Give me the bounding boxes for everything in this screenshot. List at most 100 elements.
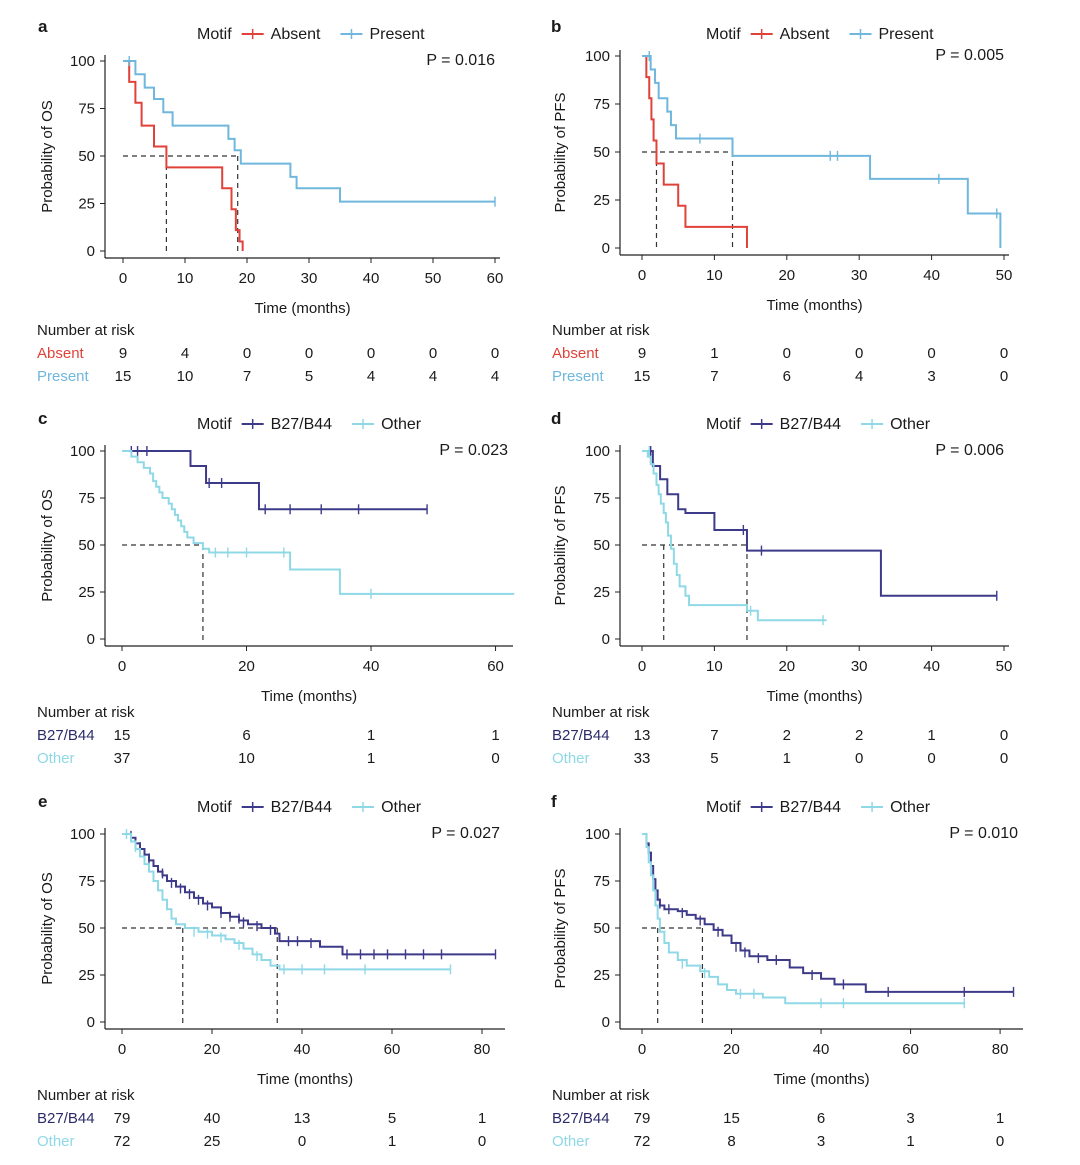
x-tick-label: 20 (778, 267, 795, 284)
km-curve (122, 833, 451, 971)
risk-count: 7 (710, 727, 718, 744)
legend-item-other: Other (381, 799, 422, 816)
risk-count: 79 (634, 1110, 651, 1127)
x-tick-label: 50 (996, 267, 1013, 284)
risk-count: 13 (634, 727, 651, 744)
risk-count: 7 (243, 368, 251, 385)
x-tick-label: 20 (778, 658, 795, 675)
km-curve (642, 833, 965, 1005)
x-tick-label: 50 (996, 658, 1013, 675)
series-other (122, 829, 452, 975)
series-b27-b44 (122, 446, 428, 515)
legend-item-other: Other (890, 799, 931, 816)
risk-count: 0 (478, 1133, 486, 1150)
risk-row-label: Other (552, 1133, 590, 1150)
risk-count: 0 (298, 1133, 306, 1150)
risk-count: 4 (429, 368, 437, 385)
y-tick-label: 75 (593, 873, 610, 890)
legend-item-other: Other (381, 416, 422, 433)
risk-count: 15 (114, 727, 131, 744)
risk-count: 1 (710, 345, 718, 362)
risk-count: 2 (783, 727, 791, 744)
y-axis-label: Probability of PFS (552, 485, 569, 605)
y-tick-label: 25 (78, 196, 95, 213)
risk-count: 5 (305, 368, 313, 385)
risk-count: 0 (491, 750, 499, 767)
x-tick-label: 60 (487, 270, 504, 287)
panel-letter: b (551, 17, 561, 36)
x-tick-label: 60 (384, 1041, 401, 1058)
risk-count: 79 (114, 1110, 131, 1127)
y-tick-label: 75 (78, 873, 95, 890)
legend: Motif B27/B44 Other (706, 416, 931, 433)
x-tick-label: 0 (118, 658, 126, 675)
y-tick-label: 50 (593, 920, 610, 937)
legend-title: Motif (706, 26, 741, 43)
risk-count: 0 (783, 345, 791, 362)
series-present (123, 56, 496, 207)
risk-count: 6 (242, 727, 250, 744)
x-tick-label: 30 (301, 270, 318, 287)
risk-table: Number at risk B27/B44 13 7 2 2 1 0 Other 33 5 1 0 0 0 (552, 704, 1008, 767)
risk-count: 0 (1000, 727, 1008, 744)
series-b27-b44 (642, 833, 1015, 997)
x-tick-label: 20 (204, 1041, 221, 1058)
y-tick-label: 25 (593, 584, 610, 601)
risk-table-title: Number at risk (37, 704, 135, 721)
risk-row-label: B27/B44 (37, 1110, 95, 1127)
series-present (642, 51, 1002, 248)
legend: Motif B27/B44 Other (706, 799, 931, 816)
x-tick-label: 30 (851, 658, 868, 675)
x-tick-label: 50 (425, 270, 442, 287)
series-b27-b44 (642, 446, 998, 601)
y-tick-label: 100 (70, 53, 95, 70)
legend-item-b27-b44: B27/B44 (780, 799, 841, 816)
x-axis-label: Time (months) (773, 1071, 869, 1088)
legend-item-b27-b44: B27/B44 (780, 416, 841, 433)
risk-count: 10 (238, 750, 255, 767)
risk-row-label: B27/B44 (37, 727, 95, 744)
y-tick-label: 25 (593, 967, 610, 984)
legend-item-other: Other (890, 416, 931, 433)
p-value: P = 0.023 (439, 442, 508, 459)
x-tick-label: 40 (363, 270, 380, 287)
panel-letter: c (38, 409, 47, 428)
y-tick-label: 50 (78, 148, 95, 165)
legend-title: Motif (197, 799, 232, 816)
risk-count: 0 (1000, 750, 1008, 767)
risk-table-title: Number at risk (37, 322, 135, 339)
y-tick-label: 100 (70, 826, 95, 843)
risk-count: 0 (305, 345, 313, 362)
x-tick-label: 10 (177, 270, 194, 287)
x-tick-label: 40 (923, 658, 940, 675)
risk-table: Number at risk B27/B44 79 40 13 5 1 Other 72 25 0 1… (37, 1087, 486, 1150)
x-tick-label: 60 (487, 658, 504, 675)
risk-count: 40 (204, 1110, 221, 1127)
x-tick-label: 30 (851, 267, 868, 284)
x-axis-label: Time (months) (261, 688, 357, 705)
risk-row-label: Other (37, 750, 75, 767)
legend-item-present: Present (369, 26, 425, 43)
y-axis-label: Probability of OS (39, 100, 56, 213)
risk-row-label: B27/B44 (552, 1110, 610, 1127)
legend-title: Motif (197, 416, 232, 433)
risk-count: 0 (927, 750, 935, 767)
p-value: P = 0.016 (426, 52, 495, 69)
km-curve (122, 833, 496, 956)
risk-row-label: Absent (552, 345, 600, 362)
risk-count: 0 (429, 345, 437, 362)
y-tick-label: 50 (78, 920, 95, 937)
y-tick-label: 75 (593, 490, 610, 507)
risk-count: 1 (478, 1110, 486, 1127)
series-absent (123, 60, 244, 251)
y-tick-label: 0 (87, 631, 95, 648)
x-axis-label: Time (months) (254, 300, 350, 317)
p-value: P = 0.010 (949, 825, 1018, 842)
series-other (642, 832, 965, 1009)
x-tick-label: 20 (723, 1041, 740, 1058)
risk-table-title: Number at risk (552, 322, 650, 339)
y-tick-label: 0 (87, 243, 95, 260)
risk-table-title: Number at risk (552, 1087, 650, 1104)
risk-count: 72 (634, 1133, 651, 1150)
